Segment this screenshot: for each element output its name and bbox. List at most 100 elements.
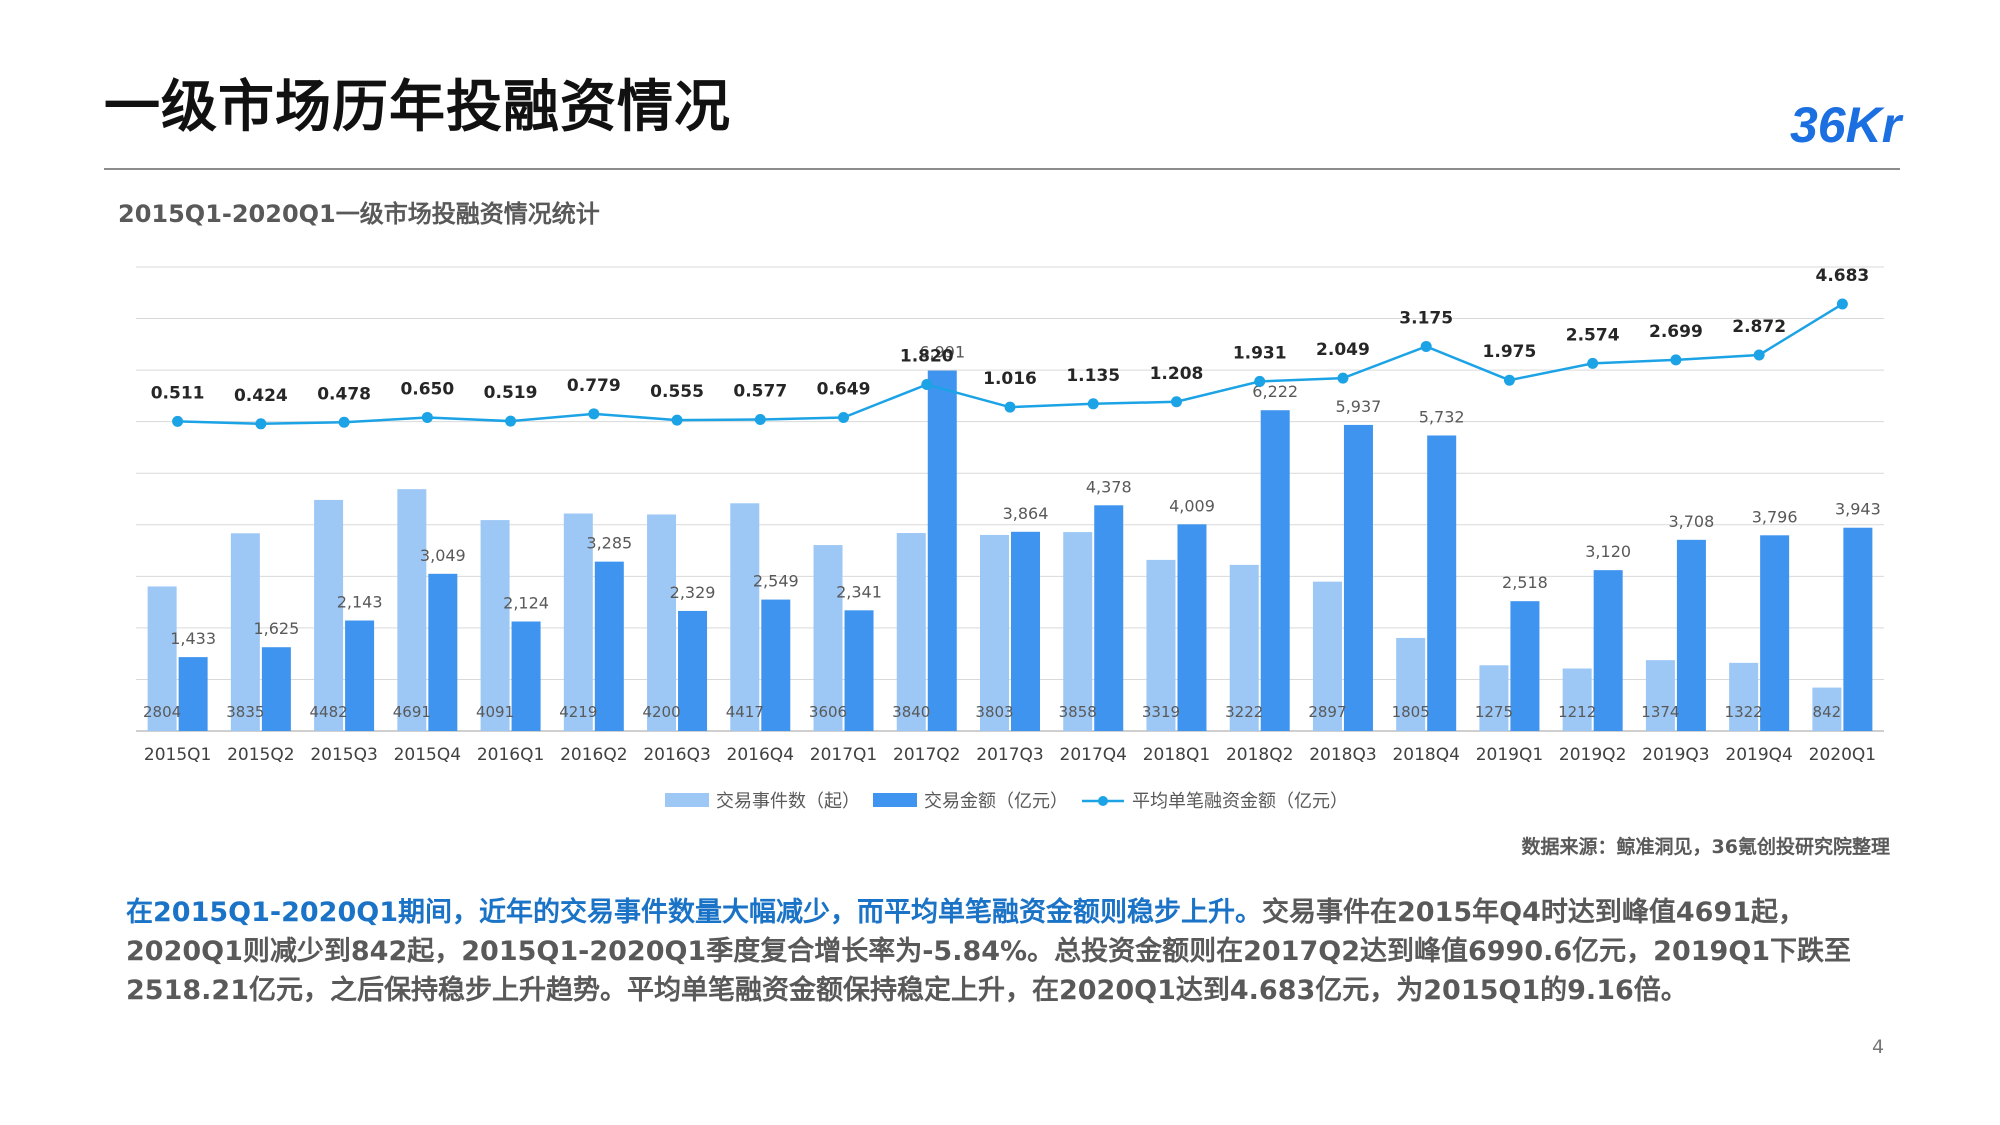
bar-deal-amount bbox=[1177, 524, 1207, 731]
legend-swatch-deal-count bbox=[665, 793, 709, 807]
bar-deal-amount bbox=[1011, 531, 1040, 731]
bar-deal-count bbox=[1146, 559, 1176, 731]
legend-swatch-deal-amount bbox=[873, 793, 917, 807]
bar-deal-count bbox=[480, 520, 510, 731]
avg-amount-point bbox=[1587, 357, 1599, 369]
x-tick-label: 2015Q2 bbox=[227, 745, 294, 765]
deal-count-label: 4482 bbox=[310, 703, 348, 721]
bar-deal-count bbox=[980, 534, 1009, 731]
x-tick-label: 2016Q3 bbox=[643, 745, 710, 765]
x-tick-label: 2016Q4 bbox=[727, 745, 794, 765]
deal-count-label: 2804 bbox=[143, 703, 181, 721]
avg-amount-label: 0.649 bbox=[817, 379, 871, 399]
x-tick-label: 2019Q1 bbox=[1476, 745, 1543, 765]
avg-amount-point bbox=[921, 379, 933, 391]
avg-amount-label: 1.208 bbox=[1150, 364, 1204, 384]
avg-amount-point bbox=[588, 408, 600, 420]
avg-amount-label: 1.820 bbox=[900, 347, 954, 367]
deal-count-label: 1212 bbox=[1558, 703, 1596, 721]
avg-amount-point bbox=[1254, 375, 1266, 387]
avg-amount-label: 2.574 bbox=[1566, 325, 1620, 345]
deal-count-label: 1374 bbox=[1641, 703, 1679, 721]
deal-amount-label: 3,864 bbox=[1003, 504, 1049, 523]
bar-deal-count bbox=[896, 533, 926, 731]
summary-text: 在2015Q1-2020Q1期间，近年的交易事件数量大幅减少，而平均单笔融资金额… bbox=[126, 893, 1896, 1010]
bar-deal-count bbox=[1479, 665, 1509, 731]
avg-amount-point bbox=[754, 414, 766, 426]
avg-amount-point bbox=[1170, 396, 1182, 408]
legend-swatch-avg-point bbox=[1098, 796, 1108, 806]
deal-count-label: 4200 bbox=[642, 703, 680, 721]
deal-count-label: 1275 bbox=[1475, 703, 1513, 721]
summary-highlight: 在2015Q1-2020Q1期间，近年的交易事件数量大幅减少，而平均单笔融资金额… bbox=[126, 897, 1262, 928]
avg-amount-point bbox=[421, 411, 433, 423]
deal-count-label: 3858 bbox=[1059, 703, 1097, 721]
legend-label-avg-amount: 平均单笔融资金额（亿元） bbox=[1132, 791, 1348, 812]
avg-amount-point bbox=[1836, 298, 1848, 310]
deal-count-label: 3835 bbox=[226, 703, 264, 721]
bar-deal-count bbox=[647, 514, 677, 731]
bar-deal-count bbox=[1729, 662, 1759, 731]
deal-count-label: 1322 bbox=[1725, 703, 1763, 721]
deal-count-label: 3803 bbox=[975, 703, 1013, 721]
bar-deal-count bbox=[147, 586, 177, 731]
deal-count-label: 3606 bbox=[809, 703, 847, 721]
bar-deal-count bbox=[230, 533, 260, 731]
bar-deal-count bbox=[1812, 687, 1842, 731]
legend-label-deal-amount: 交易金额（亿元） bbox=[924, 791, 1068, 812]
avg-amount-point bbox=[838, 411, 850, 423]
bar-deal-count bbox=[1396, 637, 1426, 731]
deal-count-label: 3319 bbox=[1142, 703, 1180, 721]
bar-deal-count bbox=[1312, 581, 1342, 731]
deal-count-label: 4219 bbox=[559, 703, 597, 721]
avg-amount-label: 2.872 bbox=[1732, 317, 1786, 337]
deal-amount-label: 5,732 bbox=[1419, 407, 1465, 426]
bar-deal-amount bbox=[178, 657, 208, 731]
avg-amount-point bbox=[172, 415, 184, 427]
bar-deal-amount bbox=[1260, 410, 1290, 731]
bar-deal-amount bbox=[761, 599, 791, 731]
avg-amount-label: 2.699 bbox=[1649, 322, 1703, 342]
avg-amount-point bbox=[1337, 372, 1349, 384]
deal-amount-label: 4,378 bbox=[1086, 477, 1132, 496]
avg-amount-point bbox=[1753, 349, 1765, 361]
x-tick-label: 2016Q2 bbox=[560, 745, 627, 765]
data-source: 数据来源：鲸准洞见，36氪创投研究院整理 bbox=[1521, 836, 1890, 858]
avg-amount-label: 4.683 bbox=[1815, 266, 1869, 286]
deal-amount-label: 2,549 bbox=[753, 572, 799, 591]
deal-count-label: 2897 bbox=[1308, 703, 1346, 721]
avg-amount-point bbox=[1087, 398, 1099, 410]
avg-amount-point bbox=[1004, 401, 1016, 413]
deal-count-label: 842 bbox=[1813, 703, 1842, 721]
deal-amount-label: 2,329 bbox=[670, 583, 716, 602]
deal-amount-label: 1,625 bbox=[253, 619, 299, 638]
avg-amount-point bbox=[1503, 374, 1515, 386]
legend-label-deal-count: 交易事件数（起） bbox=[716, 791, 860, 812]
x-tick-label: 2016Q1 bbox=[477, 745, 544, 765]
deal-amount-label: 3,708 bbox=[1668, 512, 1714, 531]
x-tick-label: 2018Q2 bbox=[1226, 745, 1293, 765]
avg-amount-point bbox=[1420, 340, 1432, 352]
page-number: 4 bbox=[1872, 1036, 1885, 1058]
bar-deal-amount bbox=[1760, 535, 1790, 731]
x-tick-label: 2019Q4 bbox=[1725, 745, 1792, 765]
avg-amount-point bbox=[1670, 354, 1682, 366]
x-tick-label: 2015Q4 bbox=[394, 745, 461, 765]
deal-amount-label: 2,518 bbox=[1502, 573, 1548, 592]
x-tick-label: 2017Q4 bbox=[1060, 745, 1127, 765]
deal-amount-label: 3,049 bbox=[420, 546, 466, 565]
deal-count-label: 3840 bbox=[892, 703, 930, 721]
x-tick-label: 2018Q3 bbox=[1309, 745, 1376, 765]
bar-deal-amount bbox=[1427, 435, 1457, 731]
deal-amount-label: 6,222 bbox=[1252, 382, 1298, 401]
bar-deal-amount bbox=[844, 610, 874, 731]
x-tick-label: 2015Q3 bbox=[310, 745, 377, 765]
bar-deal-count bbox=[1645, 660, 1675, 731]
avg-amount-point bbox=[505, 415, 517, 427]
logo-text: 36Kr bbox=[1790, 97, 1904, 153]
x-tick-label: 2017Q3 bbox=[976, 745, 1043, 765]
deal-amount-label: 4,009 bbox=[1169, 496, 1215, 515]
avg-amount-label: 3.175 bbox=[1399, 308, 1453, 328]
deal-count-label: 4091 bbox=[476, 703, 514, 721]
deal-amount-label: 3,796 bbox=[1752, 507, 1798, 526]
